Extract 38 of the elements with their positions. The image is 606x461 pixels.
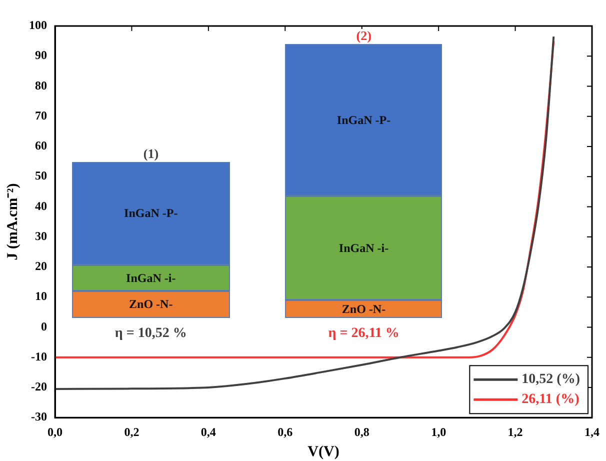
y-tick-label: 100 xyxy=(29,18,47,32)
y-tick-label: 40 xyxy=(35,198,47,213)
y-tick-label: -20 xyxy=(31,380,47,394)
x-tick-label: 0,0 xyxy=(48,424,62,439)
annotation: InGaN -P- xyxy=(285,44,442,196)
y-tick-label: 50 xyxy=(35,168,47,183)
legend-label: 26,11 (%) xyxy=(522,392,580,408)
y-tick-label: 70 xyxy=(35,108,47,122)
x-tick-label: 0,4 xyxy=(200,424,216,439)
x-tick-label: 0,8 xyxy=(354,424,370,439)
x-tick-label: 1,2 xyxy=(508,424,523,439)
annotation: (1) xyxy=(143,146,159,161)
y-tick-label: 0 xyxy=(41,319,47,334)
x-tick-label: 0,2 xyxy=(124,424,140,439)
y-tick-label: 90 xyxy=(35,48,47,62)
annotation: (2) xyxy=(356,28,372,44)
annotation: η = 10,52 % xyxy=(114,326,187,342)
annotation: InGaN -i- xyxy=(72,265,230,292)
annotation: ZnO -N- xyxy=(72,291,230,318)
x-tick-label: 1,4 xyxy=(584,424,600,439)
legend-label: 10,52 (%) xyxy=(522,372,580,388)
x-axis-title: V(V) xyxy=(308,444,340,460)
x-tick-label: 0,6 xyxy=(278,424,293,439)
annotation: InGaN -P- xyxy=(72,162,230,266)
y-tick-label: -30 xyxy=(31,410,47,424)
layer-stack-diagram: InGaN -P- InGaN -i- ZnO -N- xyxy=(72,162,230,318)
y-tick-label: 10 xyxy=(35,289,47,304)
annotation: η = 26,11 % xyxy=(328,326,400,342)
y-tick-label: -10 xyxy=(31,349,47,364)
layer-stack-diagram: InGaN -P- InGaN -i- ZnO -N- xyxy=(285,44,442,318)
annotation: InGaN -i- xyxy=(285,196,442,300)
annotation: ZnO -N- xyxy=(285,300,442,318)
y-tick-label: 80 xyxy=(35,78,47,92)
y-axis-title: J (mA.cm⁻²) xyxy=(4,183,21,260)
y-tick-label: 60 xyxy=(35,138,47,153)
y-tick-label: 30 xyxy=(35,228,47,243)
x-tick-label: 1,0 xyxy=(431,424,446,439)
y-tick-label: 20 xyxy=(35,259,47,274)
